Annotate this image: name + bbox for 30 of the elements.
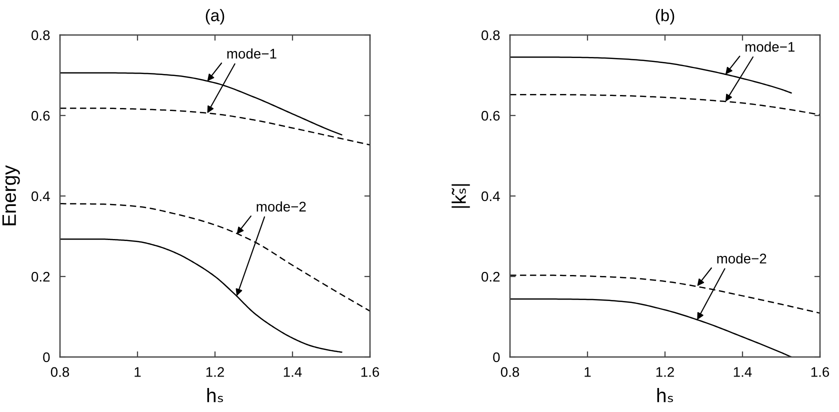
annotation: mode−2 — [717, 253, 766, 264]
y-tick-label: 0.8 — [482, 30, 500, 40]
chart-title: (a) — [206, 9, 224, 25]
y-axis-title: Energy — [2, 165, 20, 226]
x-axis-title: hₛ — [657, 388, 674, 402]
y-tick-label: 0.2 — [482, 272, 500, 282]
x-tick-label: 0.8 — [500, 367, 520, 377]
x-tick-label: 0.8 — [50, 367, 70, 377]
annotation: mode−1 — [227, 48, 276, 59]
y-tick-label: 0.6 — [32, 110, 50, 121]
y-tick-label: 0.4 — [482, 191, 500, 202]
chart-title: (b) — [656, 9, 674, 25]
y-tick-label: 0 — [493, 352, 500, 362]
x-tick-label: 1.6 — [811, 367, 830, 377]
x-tick-label: 1 — [134, 367, 141, 377]
x-tick-label: 1.4 — [284, 367, 302, 377]
y-tick-label: 0.2 — [32, 272, 50, 282]
x-axis-title: hₛ — [207, 388, 224, 402]
x-tick-label: 1 — [584, 367, 591, 377]
y-axis-title: |k̃ₛ| — [452, 184, 470, 208]
annotation: mode−2 — [256, 201, 306, 212]
x-tick-label: 1.4 — [734, 367, 752, 377]
y-tick-label: 0.8 — [32, 30, 50, 40]
y-tick-label: 0.6 — [482, 110, 500, 121]
y-tick-label: 0 — [43, 352, 50, 362]
x-tick-label: 1.6 — [361, 367, 380, 377]
y-tick-label: 0.4 — [32, 191, 50, 202]
annotation: mode−1 — [746, 42, 795, 52]
x-tick-label: 1.2 — [206, 367, 224, 377]
x-tick-label: 1.2 — [656, 367, 674, 377]
